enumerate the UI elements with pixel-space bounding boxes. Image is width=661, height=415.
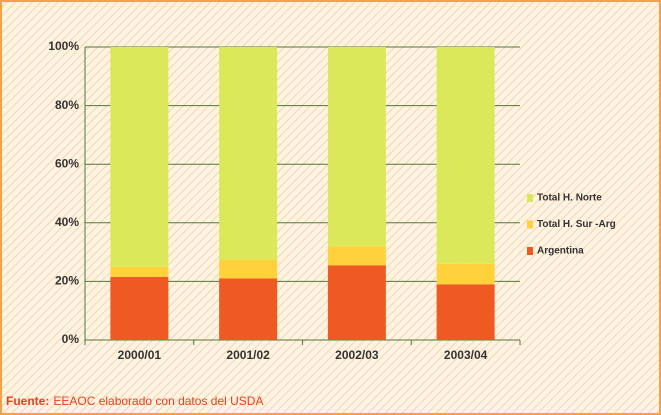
x-tick-label: 2000/01 <box>118 348 162 362</box>
bar-segment <box>219 259 278 279</box>
bar-segment <box>436 284 495 340</box>
bar-segment <box>110 47 169 267</box>
y-tick-label: 40% <box>55 215 79 229</box>
y-tick-label: 60% <box>55 156 79 170</box>
bar-segment <box>219 47 278 260</box>
bar-segment <box>110 266 169 278</box>
bar-segment <box>327 246 386 266</box>
bar-segment <box>219 278 278 340</box>
y-tick-label: 80% <box>55 98 79 112</box>
legend-swatch <box>527 247 533 255</box>
source-text: EEAOC elaborado con datos del USDA <box>53 394 263 408</box>
bar-segment <box>436 47 495 264</box>
x-tick-label: 2003/04 <box>444 348 488 362</box>
bar-segment <box>110 277 169 340</box>
legend-swatch <box>527 194 533 202</box>
source: Fuente: EEAOC elaborado con datos del USD… <box>6 394 263 408</box>
y-tick-label: 20% <box>55 274 79 288</box>
x-tick-label: 2001/02 <box>226 348 270 362</box>
legend-label: Argentina <box>537 246 584 257</box>
bar-segment <box>327 47 386 247</box>
bar-segment <box>436 263 495 285</box>
y-tick-label: 100% <box>48 39 79 53</box>
y-tick-label: 0% <box>62 332 80 346</box>
x-tick-label: 2002/03 <box>335 348 379 362</box>
legend-swatch <box>527 220 533 229</box>
source-label: Fuente: <box>6 394 49 408</box>
legend-label: Total H. Sur -Arg <box>537 219 616 230</box>
legend-label: Total H. Norte <box>537 193 602 204</box>
bar-segment <box>327 265 386 340</box>
